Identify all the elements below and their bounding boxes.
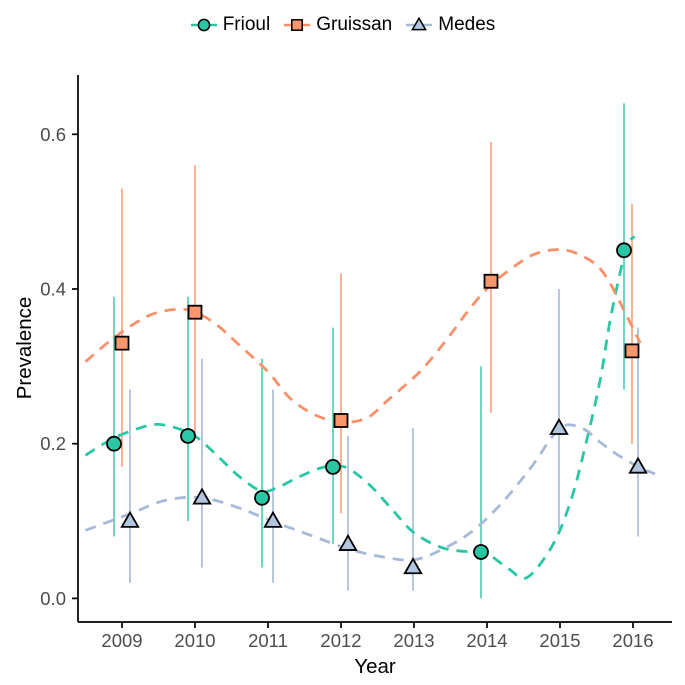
y-tick-label: 0.2 <box>40 433 66 454</box>
x-tick-label: 2013 <box>393 630 434 651</box>
legend-label: Medes <box>438 14 496 35</box>
y-tick-label: 0.4 <box>40 279 66 300</box>
trend-line-gruissan <box>84 248 642 424</box>
point-gruissan-2012 <box>333 413 349 428</box>
x-tick-label: 2016 <box>612 630 653 651</box>
legend-label: Gruissan <box>316 14 393 35</box>
trend-line-medes <box>85 423 656 562</box>
legend: Frioul Gruissan Medes <box>0 14 685 36</box>
point-gruissan-2014 <box>483 273 499 289</box>
x-tick-label: 2009 <box>101 630 142 651</box>
point-frioul-2014 <box>473 544 489 560</box>
point-medes-2009 <box>120 510 140 528</box>
x-tick-label: 2011 <box>248 630 288 651</box>
y-tick-label: 0.0 <box>40 588 66 609</box>
point-medes-2013 <box>403 557 423 575</box>
point-gruissan-2010 <box>187 304 203 320</box>
y-tick-label: 0.6 <box>40 124 66 145</box>
point-medes-2010 <box>192 487 212 505</box>
point-frioul-2011 <box>254 489 270 506</box>
legend-item-medes: Medes <box>405 14 495 36</box>
legend-item-frioul: Frioul <box>190 14 271 36</box>
point-frioul-2012 <box>325 459 341 475</box>
square-legend-key-icon <box>284 19 311 31</box>
x-tick-label: 2010 <box>174 630 215 651</box>
triangle-legend-key-icon <box>406 16 433 31</box>
trend-line-frioul <box>84 235 636 580</box>
y-axis-title: Prevalence <box>13 296 36 400</box>
point-medes-2016 <box>628 456 648 474</box>
circle-legend-key-icon <box>190 18 217 32</box>
point-frioul-2010 <box>180 428 196 444</box>
x-tick-label: 2014 <box>466 630 507 651</box>
legend-item-gruissan: Gruissan <box>283 14 392 36</box>
x-axis-title: Year <box>354 655 396 678</box>
point-medes-2015 <box>549 417 569 435</box>
x-tick-label: 2012 <box>320 630 361 651</box>
legend-label: Frioul <box>222 14 271 35</box>
point-frioul-2016 <box>616 242 632 259</box>
point-medes-2012 <box>338 533 358 551</box>
point-gruissan-2009 <box>114 335 130 351</box>
point-medes-2011 <box>263 510 283 528</box>
point-frioul-2009 <box>106 435 122 452</box>
point-gruissan-2016 <box>624 343 640 359</box>
x-tick-label: 2015 <box>539 630 580 651</box>
